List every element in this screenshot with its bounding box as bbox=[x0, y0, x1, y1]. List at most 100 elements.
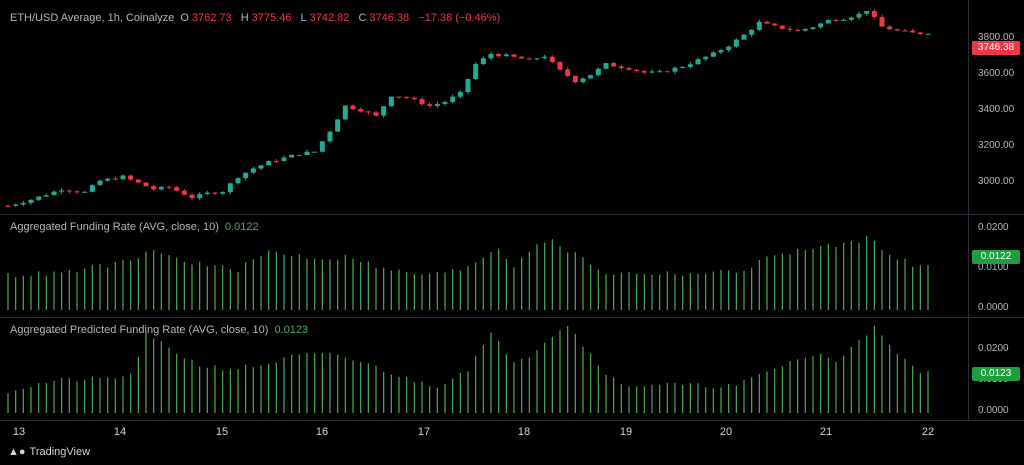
candle-body bbox=[296, 154, 302, 156]
tradingview-logo[interactable]: ▲● TradingView bbox=[8, 446, 91, 458]
candle-body bbox=[473, 64, 479, 79]
candle-body bbox=[572, 75, 578, 83]
candle-body bbox=[189, 194, 195, 199]
candle-body bbox=[641, 70, 647, 73]
candle-body bbox=[718, 50, 724, 53]
candle-body bbox=[66, 190, 72, 192]
candle-body bbox=[894, 29, 900, 31]
candle-body bbox=[112, 178, 118, 180]
candle-body bbox=[243, 172, 249, 179]
candle-body bbox=[396, 96, 402, 98]
candle-body bbox=[304, 151, 310, 155]
candle-body bbox=[534, 58, 540, 60]
predicted-legend: Aggregated Predicted Funding Rate (AVG, … bbox=[10, 324, 311, 336]
candle-body bbox=[258, 165, 264, 169]
candle-body bbox=[13, 204, 19, 206]
candle-body bbox=[5, 205, 11, 207]
plot-area[interactable] bbox=[0, 0, 968, 420]
candle-body bbox=[756, 21, 762, 30]
candle-body bbox=[618, 66, 624, 69]
time-label: 14 bbox=[113, 426, 127, 438]
candle-body bbox=[434, 103, 440, 106]
candle-body bbox=[687, 64, 693, 67]
candle-body bbox=[143, 182, 149, 187]
funding-value: 0.0122 bbox=[224, 221, 259, 233]
candle-body bbox=[43, 195, 49, 197]
price-tick: 3600.00 bbox=[978, 68, 1015, 79]
price-legend: ETH/USD Average, 1h, Coinalyze O 3762.73 … bbox=[10, 12, 503, 24]
candle-body bbox=[289, 154, 295, 158]
candle-body bbox=[51, 191, 57, 196]
candle-body bbox=[166, 186, 172, 188]
candle-body bbox=[802, 28, 808, 31]
candle-body bbox=[212, 192, 218, 194]
candle-body bbox=[703, 56, 709, 60]
candle-body bbox=[220, 192, 226, 194]
price-tick: 3200.00 bbox=[978, 140, 1015, 151]
time-label: 18 bbox=[517, 426, 531, 438]
candle-body bbox=[197, 194, 203, 199]
candle-body bbox=[419, 99, 425, 105]
candle-body bbox=[365, 111, 371, 113]
candle-body bbox=[97, 180, 103, 186]
time-label: 20 bbox=[719, 426, 733, 438]
predicted-value-tag: 0.0123 bbox=[972, 367, 1020, 381]
predicted-tick: 0.0200 bbox=[978, 343, 1009, 354]
candle-body bbox=[59, 190, 65, 192]
pane-separator[interactable] bbox=[0, 317, 1024, 318]
candle-body bbox=[810, 27, 816, 29]
candle-body bbox=[404, 97, 410, 99]
time-label: 22 bbox=[921, 426, 935, 438]
price-tick: 3800.00 bbox=[978, 32, 1015, 43]
candle-body bbox=[457, 91, 463, 97]
ohlc-low: L 3742.82 bbox=[300, 12, 350, 24]
candle-body bbox=[910, 30, 916, 33]
predicted-tick: 0.0000 bbox=[978, 405, 1009, 416]
funding-value-tag: 0.0122 bbox=[972, 250, 1020, 264]
symbol-title: ETH/USD Average, 1h, Coinalyze bbox=[10, 12, 175, 24]
ohlc-high: H 3775.46 bbox=[240, 12, 292, 24]
candle-body bbox=[327, 131, 333, 142]
candle-body bbox=[128, 175, 134, 180]
candle-body bbox=[741, 34, 747, 40]
pane-separator[interactable] bbox=[0, 214, 1024, 215]
candle-body bbox=[818, 23, 824, 28]
candle-body bbox=[595, 68, 601, 76]
candle-body bbox=[603, 63, 609, 69]
candle-body bbox=[772, 23, 778, 26]
candle-body bbox=[511, 54, 517, 57]
last-price-tag: 3746.38 bbox=[972, 41, 1020, 55]
candle-body bbox=[795, 29, 801, 31]
candle-body bbox=[135, 179, 141, 183]
candle-body bbox=[465, 78, 471, 92]
candle-body bbox=[848, 17, 854, 20]
candle-body bbox=[181, 190, 187, 195]
candle-body bbox=[235, 178, 241, 184]
time-label: 16 bbox=[315, 426, 329, 438]
ohlc-open: O 3762.73 bbox=[180, 12, 232, 24]
candle-body bbox=[825, 20, 831, 24]
candle-body bbox=[20, 202, 26, 205]
candle-body bbox=[273, 160, 279, 162]
time-label: 13 bbox=[12, 426, 26, 438]
candle-body bbox=[450, 96, 456, 102]
candle-body bbox=[626, 68, 632, 70]
candle-body bbox=[542, 56, 548, 59]
candle-body bbox=[388, 96, 394, 107]
candle-body bbox=[917, 32, 923, 35]
candle-body bbox=[557, 61, 563, 70]
candle-body bbox=[902, 30, 908, 32]
candle-body bbox=[158, 186, 164, 190]
candle-body bbox=[120, 175, 126, 180]
candle-body bbox=[856, 13, 862, 18]
candle-body bbox=[879, 16, 885, 27]
candle-body bbox=[74, 191, 80, 193]
candle-body bbox=[342, 105, 348, 120]
candle-body bbox=[695, 59, 701, 65]
candle-body bbox=[496, 53, 502, 57]
candle-body bbox=[319, 141, 325, 152]
candle-body bbox=[833, 20, 839, 22]
candle-body bbox=[411, 97, 417, 100]
price-change: −17.38 (−0.46%) bbox=[418, 12, 501, 24]
